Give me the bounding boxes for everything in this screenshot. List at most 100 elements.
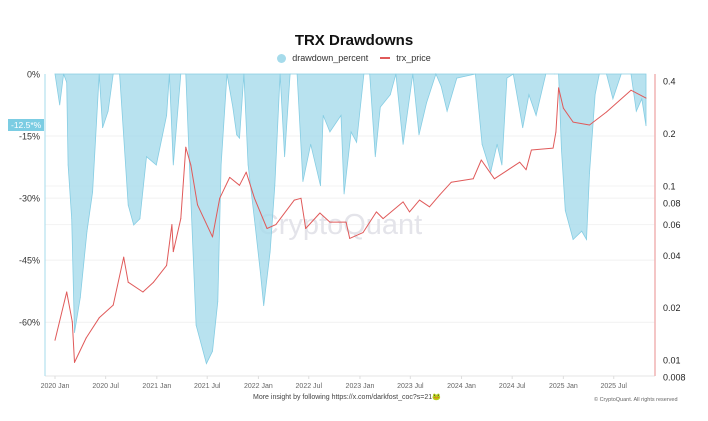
drawdown-point [67, 164, 69, 166]
drawdown-point [185, 73, 187, 75]
drawdown-point [107, 110, 109, 112]
drawdown-point [168, 73, 170, 75]
x-tick-label: 2022 Jan [244, 383, 273, 390]
price-point [245, 171, 247, 173]
price-point [211, 236, 213, 238]
price-point [558, 87, 560, 89]
price-point [293, 199, 295, 201]
price-point [408, 211, 410, 213]
drawdown-point [481, 143, 483, 145]
drawdown-point [369, 73, 371, 75]
drawdown-point [581, 230, 583, 232]
drawdown-point [506, 77, 508, 79]
y-left-tick-label: 0% [27, 70, 40, 80]
x-tick-label: 2024 Jan [447, 383, 476, 390]
x-tick-label: 2023 Jul [397, 383, 424, 390]
drawdown-point [172, 164, 174, 166]
y-right-tick-label: 0.08 [663, 198, 681, 208]
drawdown-point [195, 324, 197, 326]
y-right-tick-label: 0.01 [663, 356, 681, 366]
drawdown-point [59, 104, 61, 106]
drawdown-point [102, 127, 103, 129]
price-point [71, 321, 73, 323]
price-point [275, 224, 277, 226]
drawdown-point [112, 73, 114, 75]
price-point [493, 178, 495, 180]
drawdown-point [146, 156, 147, 158]
drawdown-point [220, 164, 222, 166]
price-point [530, 149, 532, 151]
drawdown-point [572, 239, 574, 240]
drawdown-point [74, 332, 75, 333]
y-right-tick-label: 0.04 [663, 251, 681, 261]
drawdown-point [418, 134, 420, 136]
drawdown-point [236, 134, 238, 136]
legend-drawdown-label[interactable]: drawdown_percent [292, 53, 369, 63]
drawdown-point [127, 204, 129, 206]
drawdown-point [379, 106, 381, 108]
drawdown-point [296, 73, 298, 75]
legend-price-swatch [380, 57, 391, 59]
y-right-tick-label: 0.4 [663, 77, 676, 87]
price-point [562, 107, 564, 109]
x-tick-label: 2020 Jan [41, 383, 70, 390]
drawdown-point [190, 197, 192, 199]
drawdown-point [402, 143, 404, 145]
footer-text: More insight by following https://x.com/… [253, 394, 441, 401]
drawdown-point [558, 73, 560, 75]
y-left-tick-label: -15% [19, 132, 40, 142]
price-point [645, 97, 647, 99]
y-left-tick-label: -30% [19, 194, 40, 204]
y-left-tick-label: -60% [19, 318, 40, 328]
x-tick-label: 2022 Jul [296, 383, 323, 390]
price-point [85, 337, 87, 339]
y-right-tick-label: 0.008 [663, 372, 686, 382]
drawdown-point [356, 141, 358, 143]
price-point [127, 281, 129, 283]
drawdown-point [554, 73, 556, 75]
price-point [123, 256, 125, 258]
price-point [305, 227, 307, 229]
price-point [153, 281, 155, 283]
price-point [605, 111, 607, 113]
drawdown-point [389, 94, 391, 96]
drawdown-point [320, 185, 321, 187]
drawdown-point [340, 114, 342, 116]
drawdown-point [269, 251, 271, 253]
y-right-tick-label: 0.1 [663, 182, 676, 192]
price-point [229, 176, 231, 178]
drawdown-point [630, 73, 632, 75]
drawdown-point [612, 98, 614, 100]
drawdown-point [606, 73, 607, 75]
drawdown-point [374, 156, 376, 158]
price-point [112, 304, 114, 306]
x-tick-label: 2021 Jan [142, 383, 171, 390]
drawdown-point [259, 272, 261, 273]
price-point [172, 251, 174, 253]
drawdown-point [522, 127, 524, 129]
drawdown-point [302, 181, 304, 182]
x-tick-label: 2025 Jan [549, 383, 578, 390]
drawdown-point [586, 239, 587, 240]
price-point [196, 204, 198, 206]
price-point [589, 124, 591, 126]
drawdown-point [279, 73, 281, 75]
price-point [349, 237, 351, 239]
drawdown-point [496, 143, 498, 145]
drawdown-point [545, 73, 547, 75]
drawdown-point [535, 114, 537, 116]
drawdown-point [254, 224, 256, 226]
copyright-text: © CryptoQuant. All rights reserved [594, 397, 678, 403]
x-tick-label: 2024 Jul [499, 383, 526, 390]
drawdown-point [412, 73, 414, 75]
legend: drawdown_percent trx_price [0, 53, 708, 63]
price-point [519, 161, 521, 163]
price-point [98, 317, 100, 319]
price-point [266, 227, 268, 229]
price-point [54, 339, 56, 341]
price-point [345, 221, 347, 223]
drawdown-point [350, 131, 352, 133]
legend-price-label[interactable]: trx_price [396, 53, 431, 63]
price-point [254, 197, 256, 199]
